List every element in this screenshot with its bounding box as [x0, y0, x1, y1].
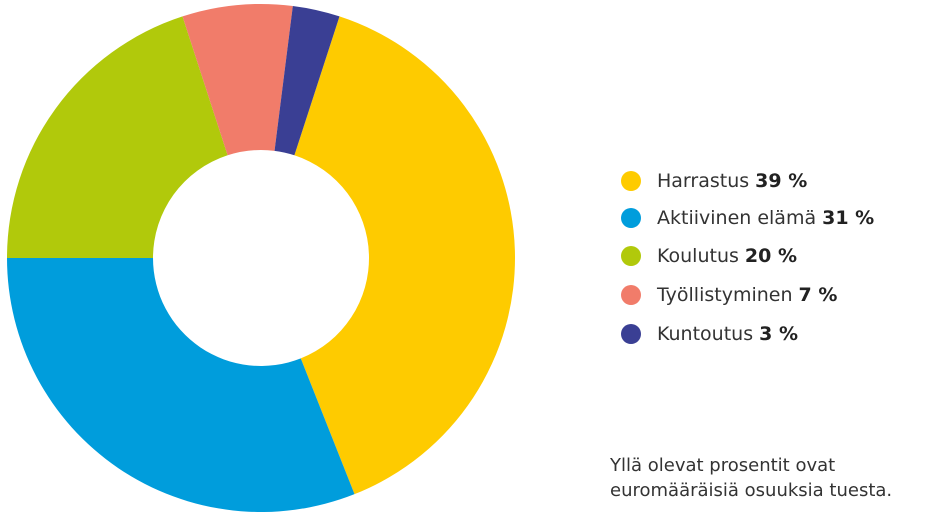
- legend-swatch: [621, 171, 641, 191]
- note: Yllä olevat prosentit ovat: [609, 455, 835, 476]
- donut-segment: [274, 6, 340, 156]
- legend-entry: Aktiivinen elämä 31 %: [657, 207, 874, 229]
- legend-label: Aktiivinen elämä: [657, 207, 816, 229]
- note: euromääräisiä osuuksia tuesta.: [610, 480, 892, 501]
- legend-value: 39 %: [755, 170, 807, 192]
- legend-entry: Koulutus 20 %: [657, 245, 797, 267]
- donut-segment: [294, 16, 515, 495]
- legend-label: Koulutus: [657, 245, 739, 267]
- legend-value: 20 %: [745, 245, 797, 267]
- legend-swatch: [621, 246, 641, 266]
- legend-value: 31 %: [822, 207, 874, 229]
- legend-value: 3 %: [759, 323, 798, 345]
- legend-swatch: [621, 324, 641, 344]
- legend-entry: Harrastus 39 %: [657, 170, 807, 192]
- donut-segment: [7, 16, 228, 259]
- legend-label: Työllistyminen: [656, 284, 793, 306]
- legend-label: Kuntoutus: [657, 323, 753, 345]
- donut-segment: [7, 258, 355, 513]
- legend-value: 7 %: [799, 284, 838, 306]
- legend-swatch: [621, 285, 641, 305]
- legend-entry: Työllistyminen 7 %: [656, 284, 837, 306]
- legend-swatch: [621, 208, 641, 228]
- legend-label: Harrastus: [657, 170, 749, 192]
- donut-segment: [182, 3, 293, 156]
- legend-entry: Kuntoutus 3 %: [657, 323, 798, 345]
